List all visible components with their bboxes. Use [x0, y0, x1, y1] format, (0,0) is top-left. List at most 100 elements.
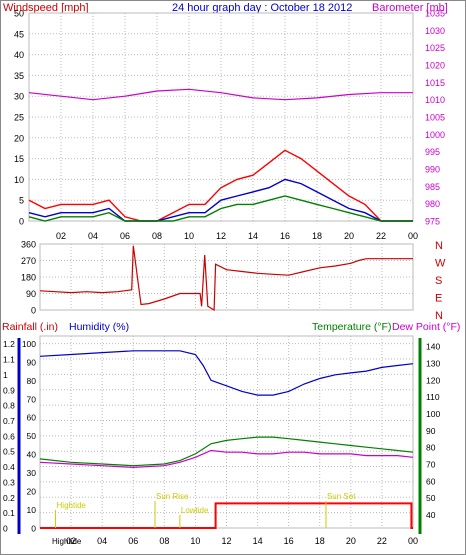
rainfall-y-tick-label: 0.5 — [3, 447, 15, 457]
wind-x-axis-ticks: 02 04 06 08 10 12 14 16 18 20 22 00 — [56, 231, 418, 241]
direction-grid — [40, 243, 414, 311]
rainfall-series-line — [40, 502, 413, 529]
humidity-grid — [40, 336, 414, 529]
direction-series — [39, 245, 413, 312]
compass-letter: S — [435, 275, 442, 287]
humidity-x-tick-label: 08 — [159, 536, 169, 546]
barometer-y-tick-label: 1015 — [425, 78, 445, 88]
tide-events: Hightide Sun Rise Lowtide Sun Set Hightide — [52, 492, 356, 546]
temperature-y-axis-ticks: 40 50 60 70 80 90 100 110 120 130 140 — [426, 342, 440, 520]
compass-letter: N — [435, 240, 443, 252]
rainfall-y-tick-label: 0.4 — [3, 462, 15, 472]
compass-letter: W — [435, 258, 446, 270]
direction-y-tick-label: 0 — [31, 306, 36, 316]
wind-y-axis-ticks: 0 5 10 15 20 25 30 35 40 45 50 — [14, 9, 24, 227]
wind-y-tick-label: 40 — [14, 50, 24, 60]
tide-event-label: Hightide — [52, 537, 82, 546]
barometer-y-tick-label: 1020 — [425, 61, 445, 71]
humidity-y-tick-label: 30 — [27, 468, 37, 478]
humidity-x-tick-label: 02 — [66, 536, 76, 546]
rainfall-y-tick-label: 1 — [3, 370, 8, 380]
direction-y-tick-label: 270 — [21, 256, 36, 266]
humidity-y-tick-label: 90 — [27, 357, 37, 367]
direction-y-tick-label: 180 — [21, 273, 36, 283]
humidity-x-tick-label: 04 — [97, 536, 107, 546]
humidity-x-tick-label: 06 — [128, 536, 138, 546]
tide-event-label: Lowtide — [181, 506, 209, 515]
humidity-x-tick-label: 18 — [315, 536, 325, 546]
tide-event-label: Sun Set — [327, 492, 356, 501]
barometer-y-tick-label: 1010 — [425, 95, 445, 105]
humidity-y-axis-ticks: 0 10 20 30 40 50 60 70 80 90 100 — [22, 339, 36, 534]
wind_low-series-line — [28, 195, 413, 222]
wind-x-tick-label: 12 — [216, 231, 226, 241]
humidity-x-tick-label: 00 — [408, 536, 418, 546]
wind-x-tick-label: 20 — [344, 231, 354, 241]
humidity-y-tick-label: 80 — [27, 376, 37, 386]
direction-series-line — [39, 245, 413, 312]
wind-x-tick-label: 08 — [152, 231, 162, 241]
tide-event-label: Sun Rise — [156, 492, 189, 501]
wind-series-line — [28, 149, 413, 222]
humidity-y-tick-label: 10 — [27, 505, 37, 515]
humidity-y-tick-label: 0 — [31, 524, 36, 534]
rainfall-y-tick-label: 0.2 — [3, 493, 15, 503]
barometer-y-tick-label: 975 — [425, 217, 440, 227]
humidity-y-tick-label: 20 — [27, 487, 37, 497]
tide-event-label: Hightide — [57, 501, 87, 510]
wind-x-tick-label: 10 — [184, 231, 194, 241]
wind-y-tick-label: 5 — [19, 196, 24, 206]
direction-y-axis-ticks: 0 90 180 270 360 — [21, 240, 36, 316]
humidity-y-tick-label: 40 — [27, 450, 37, 460]
rainfall-y-tick-label: 0.9 — [3, 385, 15, 395]
temperature-y-tick-label: 100 — [426, 409, 440, 419]
barometer-series-line — [28, 88, 413, 101]
wind-x-tick-label: 04 — [88, 231, 98, 241]
barometer-y-tick-label: 990 — [425, 165, 440, 175]
humidity-series — [39, 350, 414, 529]
humidity-x-tick-label: 20 — [346, 536, 356, 546]
temperature-y-tick-label: 110 — [426, 392, 440, 402]
temperature-y-tick-label: 50 — [426, 493, 436, 503]
direction-y-tick-label: 90 — [26, 289, 36, 299]
compass-letter: E — [435, 293, 442, 305]
temperature-y-tick-label: 120 — [426, 375, 440, 385]
chart-title: 24 hour graph day : October 18 2012 — [172, 2, 352, 14]
wind-y-tick-label: 15 — [14, 154, 24, 164]
barometer-y-tick-label: 1025 — [425, 43, 445, 53]
temperature-y-tick-label: 60 — [426, 476, 436, 486]
dewpoint-label: Dew Point (°F) — [392, 321, 460, 333]
wind-x-tick-label: 22 — [376, 231, 386, 241]
rainfall-y-tick-label: 0 — [3, 524, 8, 534]
barometer-y-tick-label: 1000 — [425, 130, 445, 140]
humidity-series-line — [39, 350, 414, 396]
humidity-x-axis-ticks: 02 04 06 08 10 12 14 16 18 20 22 00 — [66, 536, 418, 546]
temperature-y-tick-label: 70 — [426, 460, 436, 470]
barometer-y-tick-label: 1030 — [425, 26, 445, 36]
wind-series — [28, 88, 413, 222]
rainfall-y-tick-label: 1.1 — [3, 355, 15, 365]
humidity-x-tick-label: 10 — [190, 536, 200, 546]
rainfall-y-tick-label: 0.3 — [3, 477, 15, 487]
temperature-y-tick-label: 40 — [426, 510, 436, 520]
temperature-label: Temperature (°F) — [312, 321, 391, 333]
humidity-y-tick-label: 70 — [27, 394, 37, 404]
rainfall-y-tick-label: 0.1 — [3, 508, 15, 518]
rainfall-y-tick-label: 1.2 — [3, 339, 15, 349]
rainfall-label: Rainfall (.in) — [2, 321, 58, 333]
rainfall-y-tick-label: 0.7 — [3, 416, 15, 426]
windspeed-label: Windspeed [mph] — [3, 2, 89, 14]
humidity-label: Humidity (%) — [69, 321, 129, 333]
humidity-x-tick-label: 12 — [221, 536, 231, 546]
temperature-y-tick-label: 130 — [426, 358, 440, 368]
wind-x-tick-label: 06 — [120, 231, 130, 241]
wind-x-tick-label: 16 — [280, 231, 290, 241]
humidity-y-tick-label: 100 — [22, 339, 36, 349]
barometer-y-axis-ticks: 975 980 985 990 995 1000 1005 1010 1015 1020 1025 1… — [425, 9, 445, 227]
rainfall-y-tick-label: 0.8 — [3, 401, 15, 411]
barometer-label: Barometer [mb] — [372, 2, 448, 14]
